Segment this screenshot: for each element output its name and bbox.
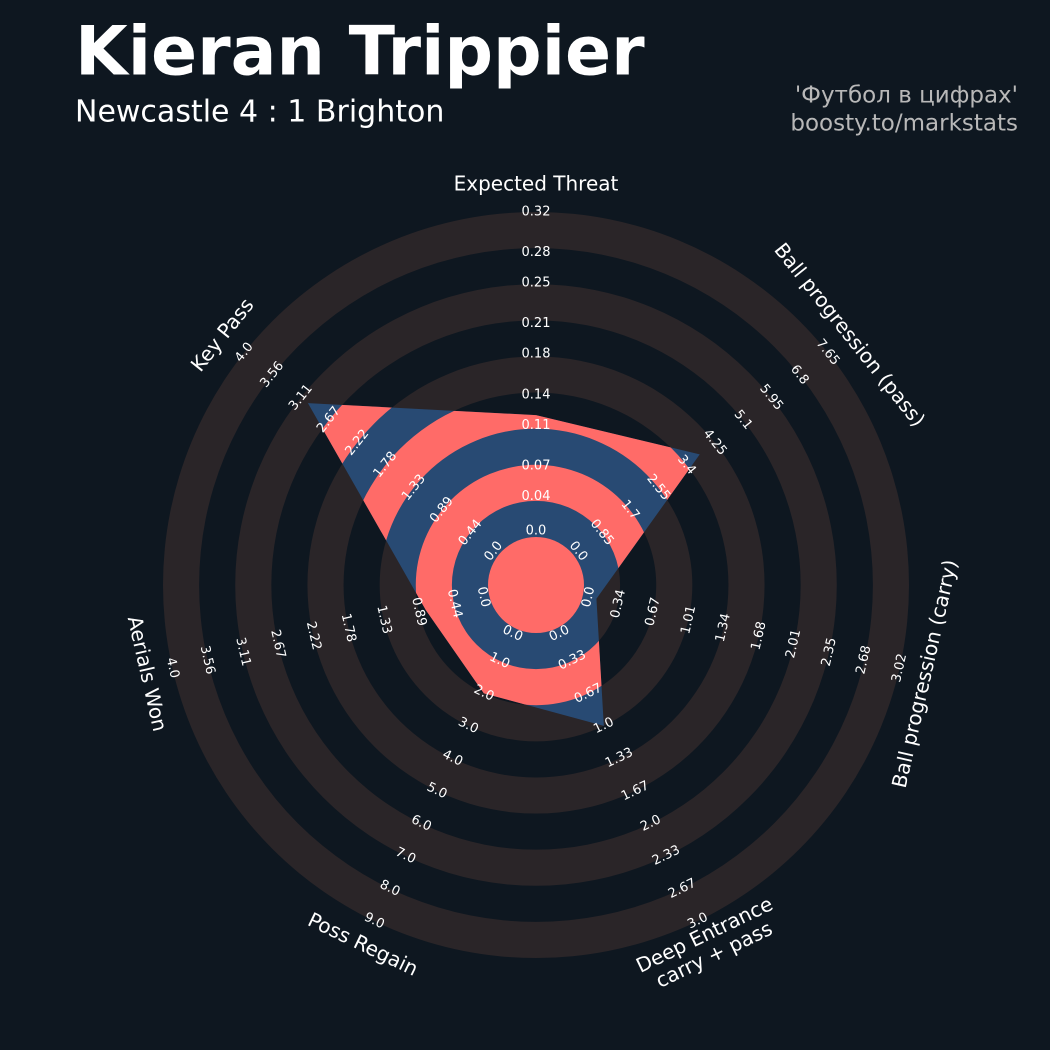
title: Kieran Trippier — [75, 13, 645, 92]
tick-label: 4.0 — [163, 656, 182, 680]
polygon-band — [488, 537, 584, 633]
tick-label: 0.14 — [522, 387, 551, 402]
tick-label: 0.21 — [522, 316, 551, 331]
credit: 'Футбол в цифрах' — [795, 83, 1018, 109]
tick-label: 2.67 — [267, 628, 288, 660]
tick-label: 0.25 — [522, 276, 551, 291]
tick-label: 0.28 — [522, 245, 551, 260]
tick-label: 1.01 — [678, 604, 699, 636]
tick-label: 2.68 — [853, 644, 874, 676]
tick-label: 0.0 — [474, 585, 493, 609]
tick-label: 0.0 — [579, 585, 598, 609]
tick-label: 1.78 — [338, 612, 359, 644]
tick-label: 0.67 — [643, 596, 664, 628]
tick-label: 0.89 — [408, 596, 429, 628]
tick-label: 2.01 — [783, 628, 804, 660]
tick-label: 0.11 — [522, 418, 551, 433]
tick-label: 0.07 — [522, 458, 551, 473]
radar-polygon-bands — [307, 403, 700, 726]
tick-label: 3.56 — [197, 644, 218, 676]
tick-label: 1.34 — [713, 612, 734, 644]
param-label: Expected Threat — [454, 172, 619, 196]
tick-label: 3.02 — [889, 652, 910, 684]
subtitle: Newcastle 4 : 1 Brighton — [75, 95, 444, 130]
tick-label: 0.04 — [522, 489, 551, 504]
tick-label: 1.33 — [373, 604, 394, 636]
tick-label: 3.11 — [232, 636, 253, 668]
tick-label: 1.68 — [749, 620, 770, 652]
tick-label: 0.0 — [526, 524, 547, 539]
tick-label: 2.22 — [303, 620, 324, 652]
tick-label: 0.18 — [522, 347, 551, 362]
radar-polygon-group — [307, 403, 700, 726]
tick-label: 0.34 — [608, 588, 629, 620]
tick-label: 0.44 — [444, 588, 465, 620]
tick-label: 2.35 — [819, 636, 840, 668]
tick-label: 0.32 — [522, 205, 551, 220]
credit: boosty.to/markstats — [790, 111, 1018, 137]
polygon-band — [415, 464, 657, 706]
